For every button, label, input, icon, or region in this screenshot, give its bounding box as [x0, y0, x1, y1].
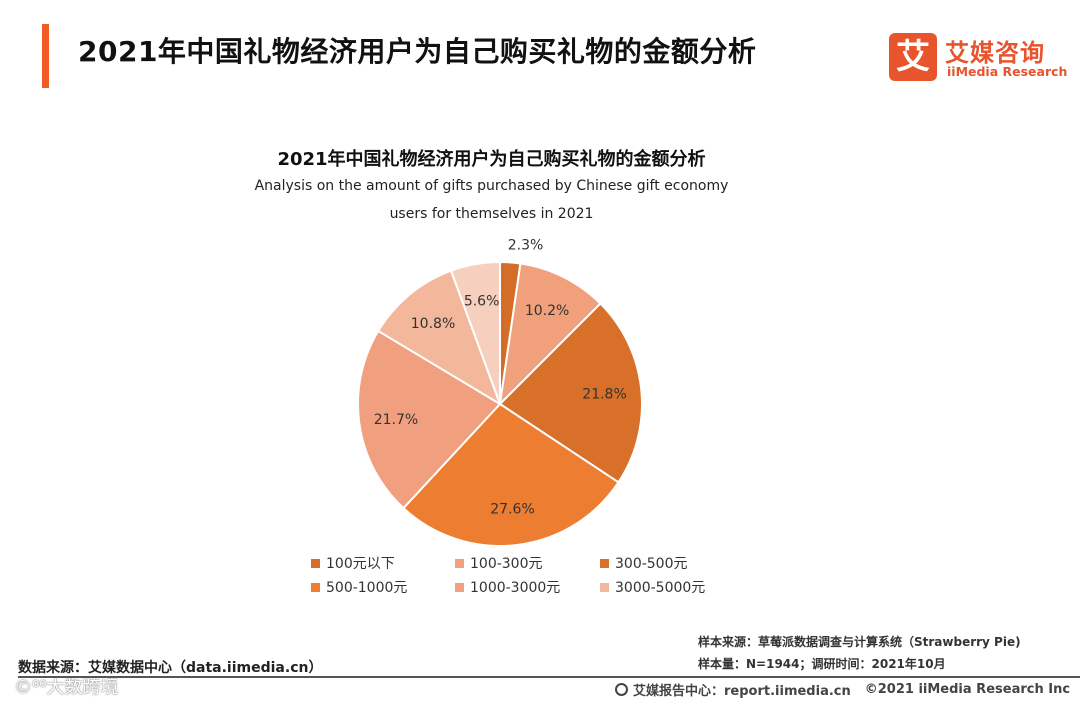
pie-label-100-below: 2.3%: [508, 237, 544, 253]
legend-item-500-1000: 500-1000元: [311, 577, 407, 597]
pie-label-3000-5000: 10.8%: [411, 316, 455, 332]
legend-label: 500-1000元: [326, 580, 408, 596]
legend-item-100-below: 100元以下: [311, 553, 395, 573]
legend-swatch-icon: [455, 582, 464, 592]
chart-subtitle-line-1: Analysis on the amount of gifts purchase…: [254, 178, 729, 194]
logo-mark-icon: 艾: [889, 33, 937, 81]
legend-label: 300-500元: [615, 556, 688, 572]
legend-label: 1000-3000元: [470, 580, 561, 596]
legend-swatch-icon: [600, 558, 609, 568]
pie-slice-5000-above: [449, 260, 501, 405]
iimedia-logo[interactable]: 艾 艾媒咨询 iiMedia Research: [889, 33, 1069, 83]
legend-label: 100-300元: [470, 556, 543, 572]
chart-title: 2021年中国礼物经济用户为自己购买礼物的金额分析: [277, 149, 706, 170]
pie-label-5000-above: 5.6%: [464, 294, 500, 310]
legend-swatch-icon: [455, 558, 464, 568]
page-title: 2021年中国礼物经济用户为自己购买礼物的金额分析: [78, 35, 757, 68]
chart-subtitle-line-2: users for themselves in 2021: [389, 206, 594, 222]
legend-item-3000-5000: 3000-5000元: [600, 577, 705, 597]
pie-slice-100-300: [498, 262, 602, 407]
logo-name-cn: 艾媒咨询: [945, 39, 1045, 67]
legend-item-100-300: 100-300元: [455, 553, 543, 573]
data-source: 数据来源：艾媒数据中心（data.iimedia.cn）: [18, 660, 323, 676]
footer-divider: [18, 676, 1080, 678]
footer-copyright: ©2021 iiMedia Research Inc: [864, 682, 1071, 697]
legend-label: 100元以下: [326, 556, 395, 572]
pie-label-100-300: 10.2%: [525, 303, 569, 319]
footer: 艾媒报告中心：report.iimedia.cn ©2021 iiMedia R…: [615, 680, 1070, 699]
watermark: ©⁰⁰大数跨境: [14, 677, 119, 698]
legend-swatch-icon: [311, 582, 320, 592]
legend-item-300-500: 300-500元: [600, 553, 688, 573]
title-accent-bar: [42, 24, 49, 88]
logo-name-en: iiMedia Research: [947, 64, 1068, 79]
pie-slice-300-500: [498, 302, 643, 484]
globe-icon: [615, 683, 628, 696]
legend-label: 3000-5000元: [615, 580, 706, 596]
sample-size: 样本量：N=1944；调研时间：2021年10月: [698, 657, 946, 671]
sample-source: 样本来源：草莓派数据调查与计算系统（Strawberry Pie): [698, 635, 1021, 649]
legend-swatch-icon: [600, 582, 609, 592]
footer-report-center[interactable]: 艾媒报告中心：report.iimedia.cn: [633, 684, 851, 699]
legend-item-1000-3000: 1000-3000元: [455, 577, 560, 597]
pie-slice-1000-3000: [357, 329, 502, 510]
pie-label-1000-3000: 21.7%: [374, 412, 418, 428]
legend-swatch-icon: [311, 558, 320, 568]
pie-label-500-1000: 27.6%: [490, 501, 534, 517]
pie-slice-3000-5000: [376, 269, 502, 407]
pie-label-300-500: 21.8%: [582, 386, 626, 402]
pie-slice-500-1000: [402, 402, 620, 547]
